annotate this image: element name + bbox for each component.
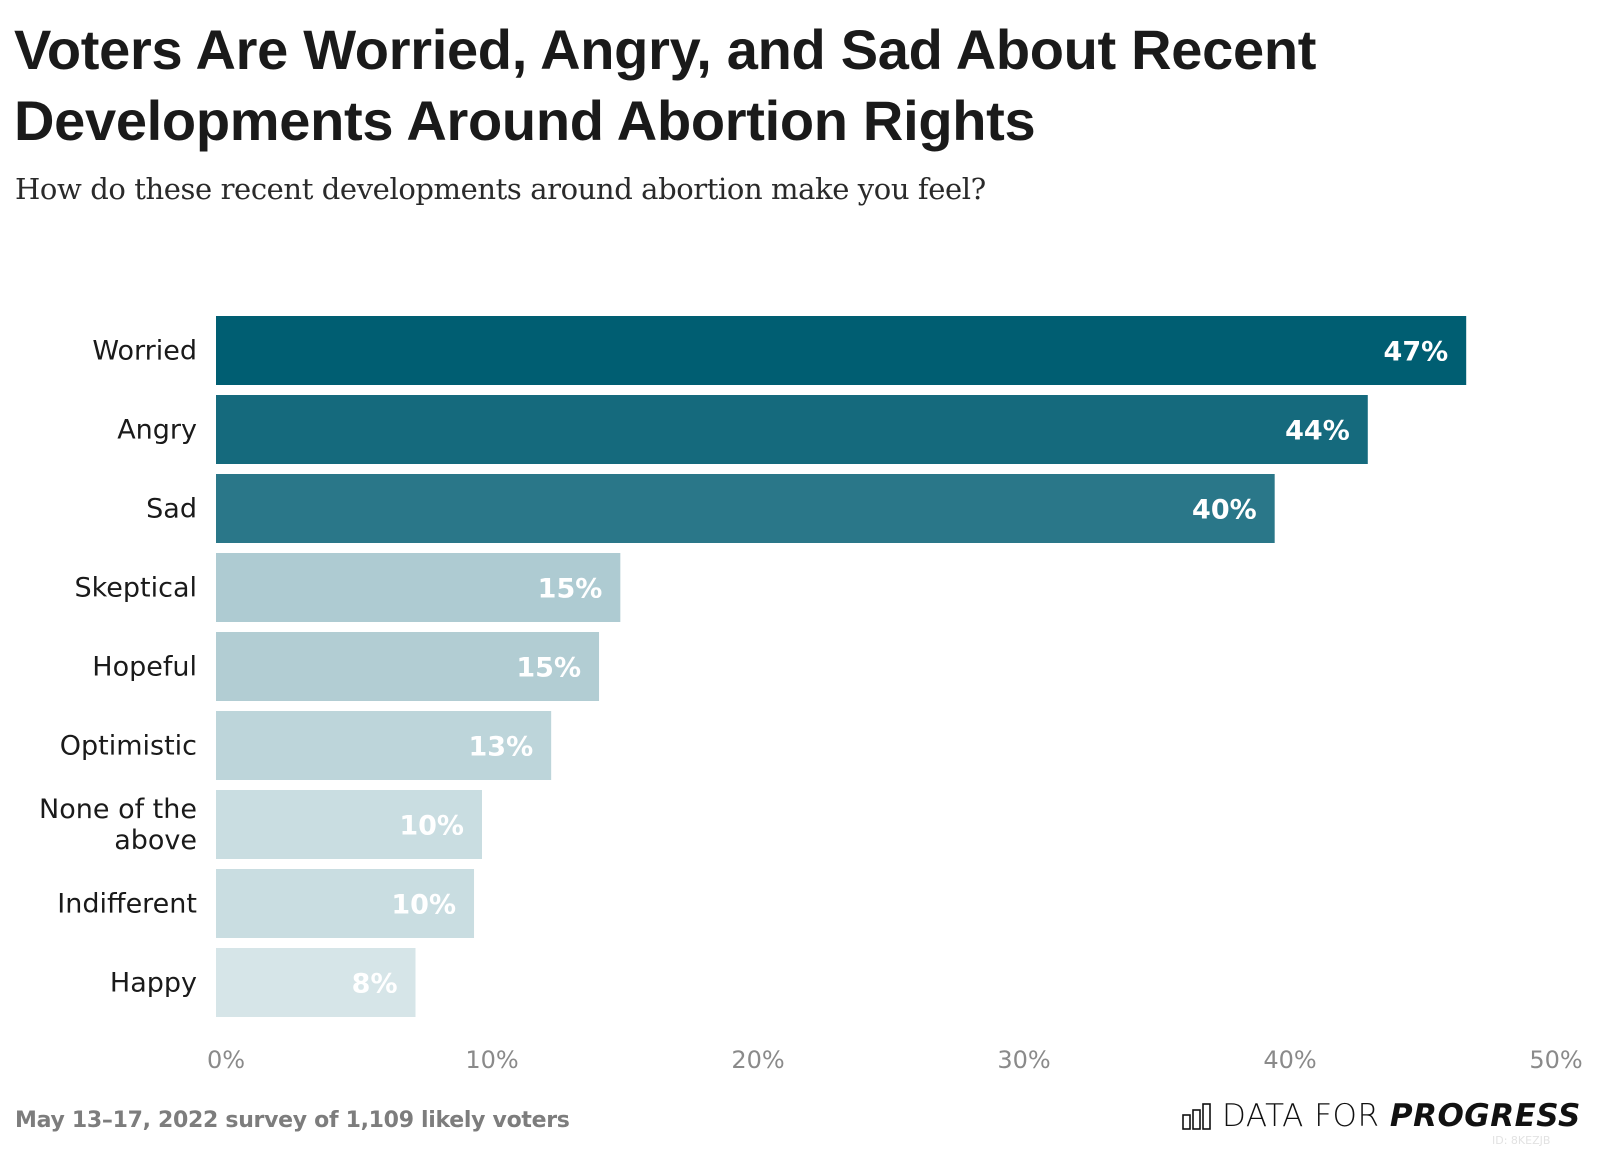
chart-subtitle: How do these recent developments around …: [15, 172, 986, 206]
category-label-hopeful: Hopeful: [92, 652, 197, 683]
bar-chart: Worried Angry Sad Skeptical Hopeful Optimisti…: [39, 316, 1583, 1074]
value-label-hopeful: 15%: [516, 653, 581, 684]
value-label-indifferent: 10%: [391, 890, 456, 921]
value-label-skeptical: 15%: [538, 574, 603, 605]
chart-title: Voters Are Worried, Angry, and Sad About…: [14, 18, 1317, 152]
bar-skeptical: [216, 553, 621, 622]
x-tick-10: 10%: [465, 1046, 518, 1074]
category-label-sad: Sad: [146, 494, 197, 525]
category-label-skeptical: Skeptical: [74, 573, 197, 604]
category-label-angry: Angry: [117, 415, 197, 446]
category-label-optimistic: Optimistic: [60, 731, 197, 762]
brand-prefix: DATA FOR: [1222, 1098, 1380, 1134]
bars-group: [216, 316, 1467, 1017]
value-label-happy: 8%: [352, 969, 398, 1000]
category-label-happy: Happy: [110, 968, 197, 999]
survey-source-note: May 13–17, 2022 survey of 1,109 likely v…: [15, 1108, 570, 1133]
chart-id: ID: 8KEZJB: [1492, 1134, 1551, 1147]
bar-chart-logo-icon: [1182, 1103, 1211, 1130]
value-label-worried: 47%: [1384, 337, 1449, 368]
value-label-sad: 40%: [1192, 495, 1257, 526]
bar-worried: [216, 316, 1467, 385]
x-tick-0: 0%: [207, 1046, 245, 1074]
x-axis-ticks: 0% 10% 20% 30% 40% 50%: [207, 1046, 1583, 1074]
bar-happy: [216, 948, 416, 1017]
value-label-optimistic: 13%: [469, 732, 534, 763]
category-labels: Worried Angry Sad Skeptical Hopeful Optimisti…: [39, 336, 197, 999]
x-tick-20: 20%: [731, 1046, 784, 1074]
bar-angry: [216, 395, 1368, 464]
brand-name: DATA FOR PROGRESS: [1222, 1098, 1581, 1134]
x-tick-40: 40%: [1263, 1046, 1316, 1074]
value-label-angry: 44%: [1285, 416, 1350, 447]
brand-logo: DATA FOR PROGRESS: [1182, 1098, 1581, 1134]
brand-strong: PROGRESS: [1389, 1098, 1581, 1134]
bar-hopeful: [216, 632, 600, 701]
x-tick-50: 50%: [1529, 1046, 1582, 1074]
bar-sad: [216, 474, 1275, 543]
category-label-none-of-the-above: None of the above: [39, 794, 197, 856]
bar-none-of-the-above: [216, 790, 482, 859]
bar-optimistic: [216, 711, 552, 780]
value-label-none-of-the-above: 10%: [399, 811, 464, 842]
category-label-indifferent: Indifferent: [57, 889, 197, 920]
value-labels: 47% 44% 40% 15% 15% 13% 10% 10% 8%: [352, 337, 1449, 1000]
x-tick-30: 30%: [997, 1046, 1050, 1074]
category-label-worried: Worried: [92, 336, 197, 367]
bar-indifferent: [216, 869, 475, 938]
